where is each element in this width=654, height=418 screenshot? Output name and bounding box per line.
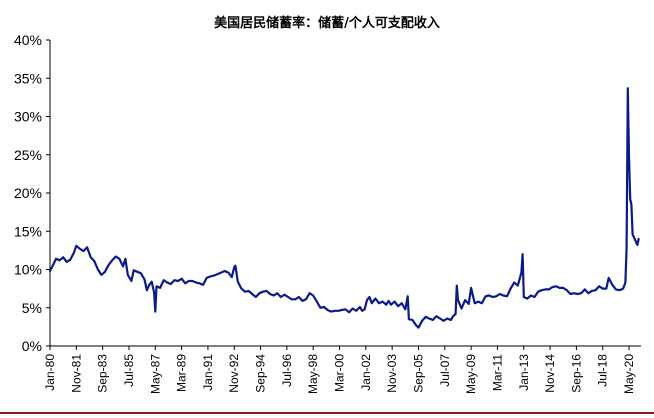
y-axis: 0% 5% 10% 15% 20% 25% 30% 35% 40%: [14, 32, 51, 354]
x-tick-label: Jan-13: [517, 354, 531, 391]
x-tick-label: May-09: [464, 354, 478, 394]
x-tick-label: Sep-83: [96, 354, 110, 393]
y-tick-label: 15%: [14, 223, 42, 239]
x-tick-label: Nov-92: [227, 354, 241, 393]
x-tick-label: May-87: [148, 354, 162, 394]
x-tick-label: Jul-07: [438, 354, 452, 387]
x-tick-label: Mar-00: [333, 354, 347, 392]
x-tick-label: Sep-94: [254, 354, 268, 393]
y-tick-label: 25%: [14, 147, 42, 163]
x-tick-label: Mar-11: [490, 354, 504, 391]
y-tick-label: 5%: [22, 300, 42, 316]
x-axis: Jan-80 Nov-81 Sep-83 Jul-85 May-87 Mar-89 Jan-…: [43, 345, 641, 394]
x-tick-label: Mar-89: [175, 354, 189, 392]
chart-title: 美国居民储蓄率：储蓄/个人可支配收入: [214, 15, 440, 31]
x-tick-label: Jan-91: [201, 354, 215, 391]
x-tick-label: Jan-02: [359, 354, 373, 391]
x-tick-label: Jul-96: [280, 354, 294, 387]
y-tick-label: 20%: [14, 185, 42, 201]
x-tick-label: Jul-85: [122, 354, 136, 387]
y-tick-label: 35%: [14, 70, 42, 86]
series-line-savings-rate: [48, 87, 640, 329]
y-tick-label: 0%: [22, 338, 42, 354]
x-tick-label: Sep-05: [411, 354, 425, 393]
x-tick-label: Nov-14: [543, 354, 557, 393]
x-tick-label: Jan-80: [43, 354, 57, 391]
x-tick-label: May-98: [306, 354, 320, 394]
y-tick-label: 40%: [14, 32, 42, 48]
x-tick-label: Nov-81: [69, 354, 83, 393]
x-tick-label: Nov-03: [385, 354, 399, 393]
y-tick-label: 30%: [14, 109, 42, 125]
x-tick-label: Jul-18: [596, 354, 610, 387]
x-tick-label: May-20: [622, 354, 636, 394]
y-tick-label: 10%: [14, 262, 42, 278]
x-tick-label: Sep-16: [569, 354, 583, 393]
